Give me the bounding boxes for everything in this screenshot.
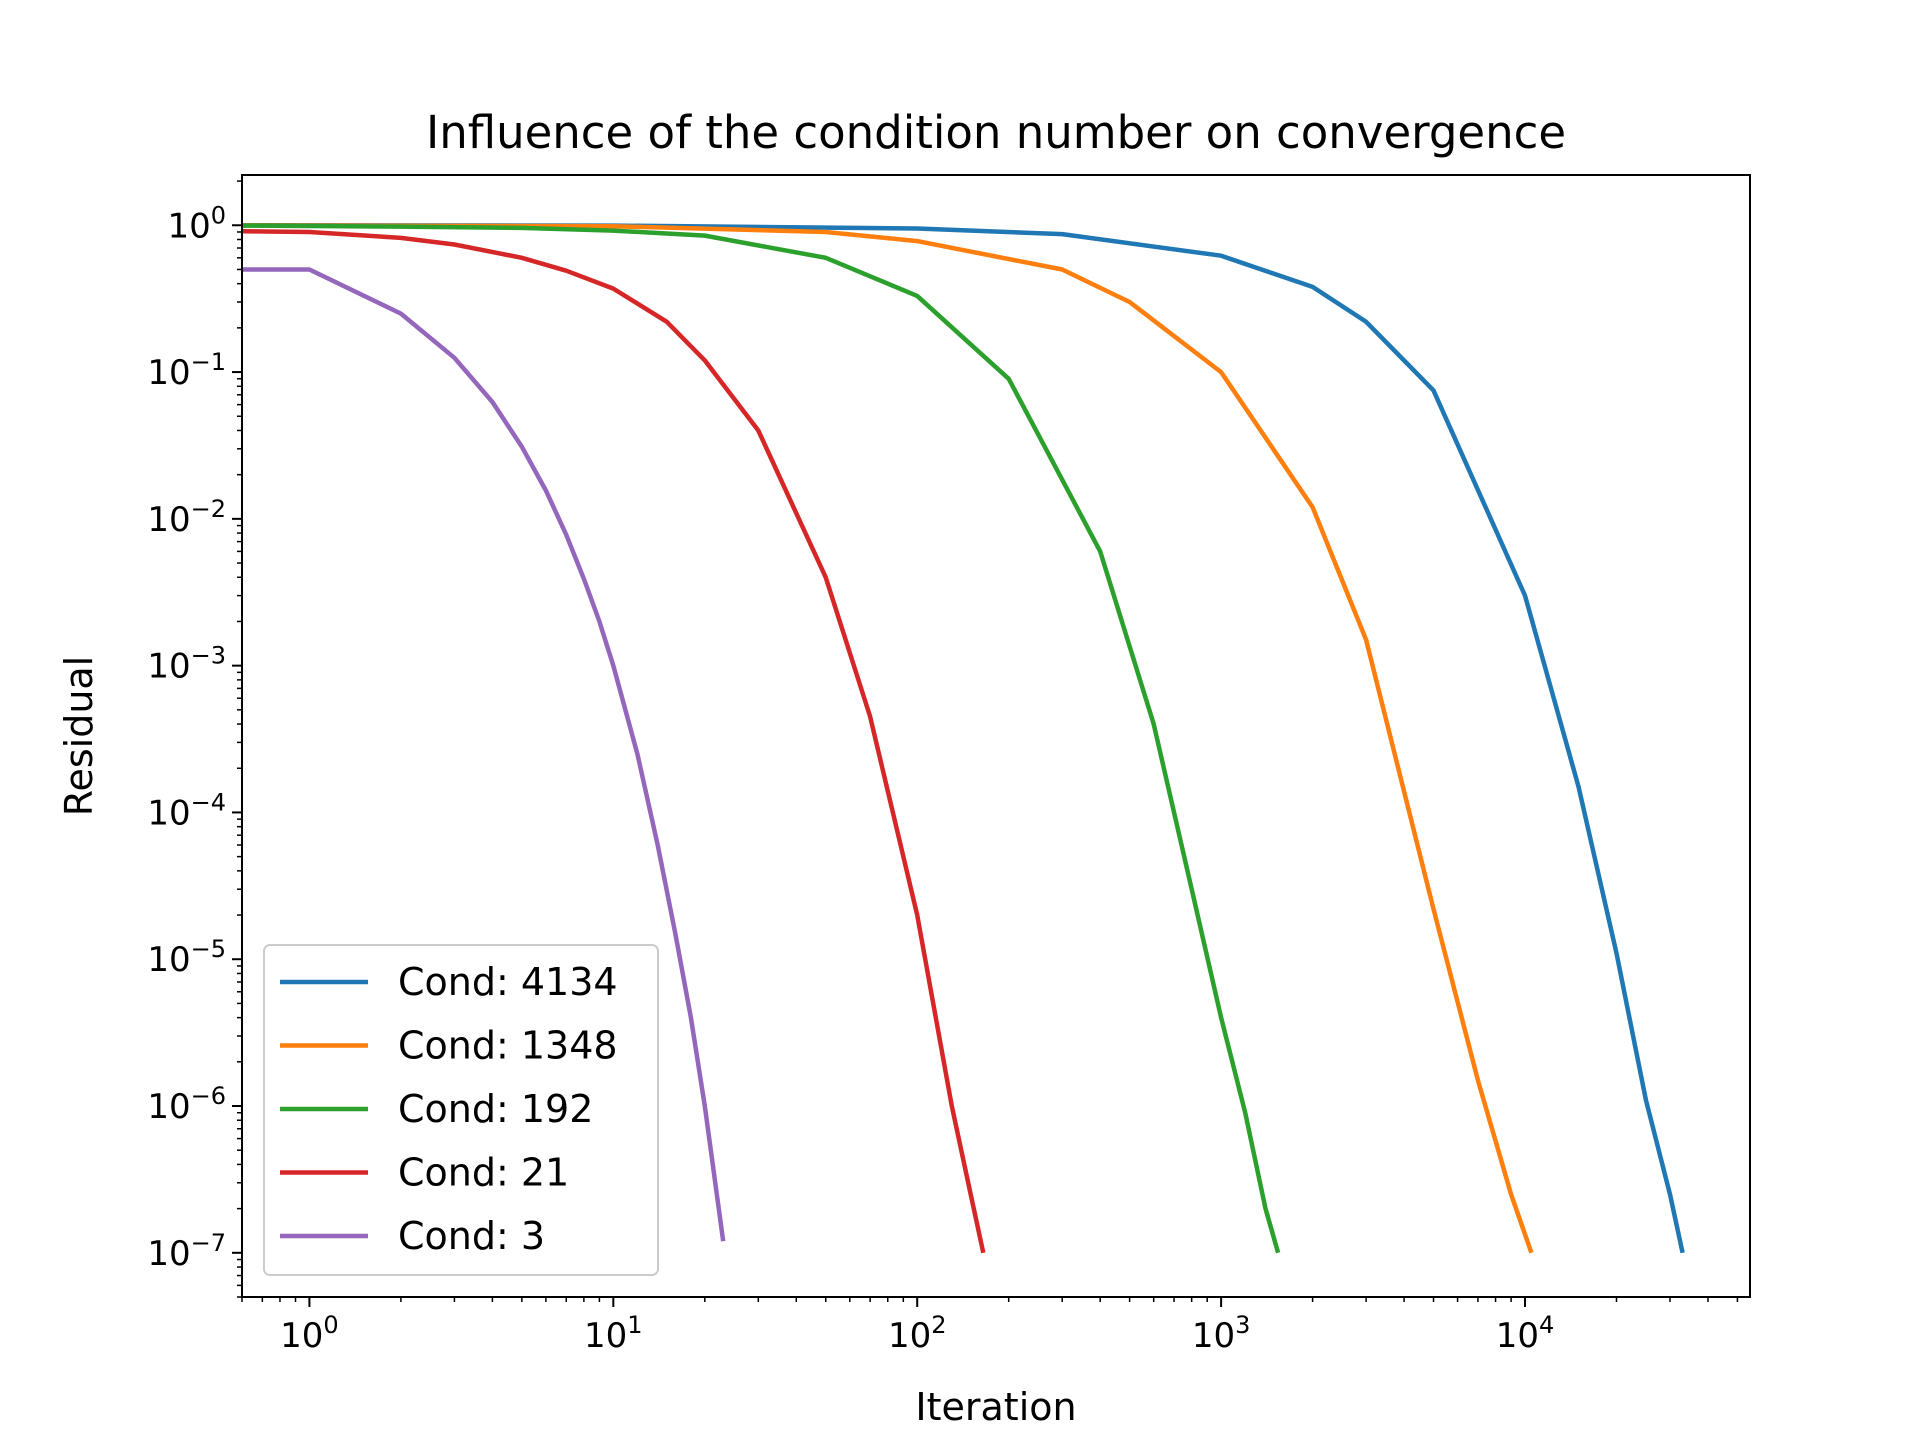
series-line-3 <box>241 229 986 1254</box>
x-tick-label-4: 104 <box>1496 1311 1555 1356</box>
series-line-2 <box>241 223 1281 1254</box>
legend-label-4: Cond: 3 <box>398 1214 545 1258</box>
y-tick-label-0: 100 <box>167 201 226 246</box>
legend: Cond: 4134 Cond: 1348 Cond: 192 Cond: 21 Con… <box>263 944 659 1276</box>
series-line-1 <box>241 223 1534 1254</box>
y-tick-label-4: 10−4 <box>147 788 226 833</box>
x-tick-label-0: 100 <box>280 1311 339 1356</box>
legend-label-0: Cond: 4134 <box>398 960 618 1004</box>
y-tick-label-5: 10−5 <box>147 935 226 980</box>
y-axis-label: Residual <box>57 656 101 816</box>
y-tick-label-3: 10−3 <box>147 642 226 687</box>
y-tick-label-1: 10−1 <box>147 348 226 393</box>
y-tick-label-7: 10−7 <box>147 1229 226 1274</box>
y-tick-label-2: 10−2 <box>147 495 226 540</box>
series-line-4 <box>242 267 726 1242</box>
legend-box <box>263 944 659 1276</box>
x-tick-label-1: 101 <box>584 1311 643 1356</box>
y-tick-label-6: 10−6 <box>147 1082 226 1127</box>
series-line-0 <box>241 223 1685 1254</box>
x-tick-label-2: 102 <box>888 1311 947 1356</box>
plot-frame <box>241 174 1751 1298</box>
plot-lines <box>241 223 1685 1254</box>
legend-label-2: Cond: 192 <box>398 1087 593 1131</box>
x-axis-label: Iteration <box>915 1385 1076 1429</box>
legend-label-1: Cond: 1348 <box>398 1024 618 1068</box>
legend-label-3: Cond: 21 <box>398 1151 569 1195</box>
chart-title: Influence of the condition number on con… <box>426 106 1566 159</box>
x-tick-label-3: 103 <box>1192 1311 1251 1356</box>
